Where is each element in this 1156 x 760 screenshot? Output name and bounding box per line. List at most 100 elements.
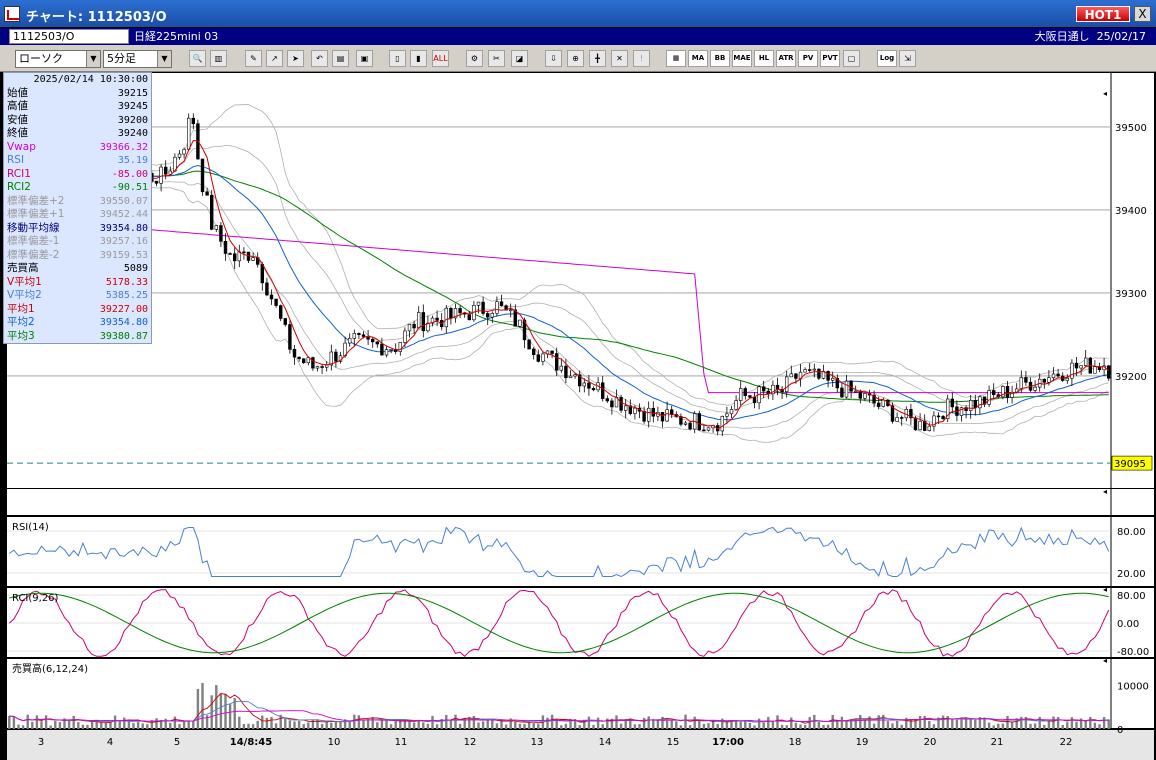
bb-button[interactable]: BB (710, 50, 730, 67)
volume-bar (109, 722, 112, 729)
time-tick-label: 14/8:45 (230, 737, 272, 748)
chart-minus-icon[interactable]: ✕ (611, 50, 628, 67)
all-icon[interactable]: ALL (432, 50, 449, 67)
volume-bar (362, 719, 365, 729)
candle-body (835, 377, 840, 389)
list-icon[interactable]: ▤ (332, 50, 349, 67)
download-icon[interactable]: ⇩ (545, 50, 562, 67)
pen-icon[interactable]: ✎ (245, 50, 262, 67)
info-row: 標準偏差+1 39452.44 (4, 208, 151, 222)
atr-button[interactable]: ATR (776, 50, 796, 67)
chart-plus-icon[interactable]: ╋ (589, 50, 606, 67)
search-chart-icon[interactable]: ⊕ (567, 50, 584, 67)
export-icon[interactable]: ⇲ (899, 50, 916, 67)
pv-button[interactable]: PV (798, 50, 818, 67)
candle-icon[interactable]: ▯ (389, 50, 406, 67)
volume-bar (1084, 721, 1087, 729)
undo-icon[interactable]: ↶ (311, 50, 328, 67)
volume-bar (1052, 716, 1055, 729)
pvt-button[interactable]: PVT (820, 50, 840, 67)
volume-bar (307, 722, 310, 729)
volume-bar (159, 719, 163, 729)
info-value: -85.00 (111, 168, 148, 180)
candle-body (1056, 373, 1060, 377)
volume-bar (35, 715, 39, 729)
chart-type-select[interactable]: ローソク ▼ (15, 50, 101, 68)
candle-body (191, 117, 195, 124)
chart-canvas[interactable]: 39500 39400 39300 39200 39095 80.00 20.00 RSI(1… (0, 72, 1156, 760)
zoom-icon[interactable]: 🔍 (189, 50, 206, 67)
candle-body (1107, 365, 1111, 379)
volume-bar (928, 721, 931, 729)
candle-body (1079, 365, 1083, 369)
cursor-icon[interactable]: ➤ (287, 50, 304, 67)
time-tick-label: 15 (667, 737, 680, 748)
volume-bar (472, 715, 476, 729)
volume-bar (863, 719, 867, 729)
info-row: 標準偏差-1 39257.16 (4, 235, 151, 249)
candle-body (840, 387, 844, 398)
volume-bar (909, 719, 913, 729)
volume-bar (422, 722, 425, 729)
split-icon[interactable]: ▥ (210, 50, 227, 67)
time-tick-label: 19 (856, 737, 869, 748)
candle-body (223, 240, 228, 254)
price-axis-background (1111, 489, 1154, 517)
candle-body (1093, 366, 1097, 374)
hl-button[interactable]: HL (754, 50, 774, 67)
volume-bar (987, 722, 991, 729)
volume-bar (905, 717, 908, 729)
candle-body (605, 398, 610, 402)
symbol-code-input[interactable]: 1112503/O (9, 29, 129, 44)
volume-bar (1029, 723, 1032, 729)
candle-body (1051, 373, 1056, 379)
settings-icon[interactable]: ⚙ (466, 50, 483, 67)
candle-body (858, 390, 863, 399)
window-title: チャート: 1112503/O (26, 10, 167, 25)
volume-bar (951, 719, 954, 729)
candle-bar-icon[interactable]: ▮ (410, 50, 427, 67)
volume-bar (882, 714, 885, 729)
candle-body (495, 301, 499, 314)
timeframe-select[interactable]: 5分足 ▼ (103, 50, 172, 68)
candle-body (734, 400, 738, 410)
candle-body (375, 341, 379, 345)
color-icon[interactable]: ◪ (511, 50, 528, 67)
volume-bar (730, 720, 733, 729)
indicator-icon[interactable]: ▦ (666, 50, 686, 67)
moving-average-1-line (9, 139, 1110, 430)
ma-button[interactable]: MA (688, 50, 708, 67)
tools-icon[interactable]: ✂ (488, 50, 505, 67)
candle-body (1042, 378, 1047, 383)
volume-bar (169, 722, 172, 729)
pane-background (7, 659, 1111, 729)
volume-bar (445, 714, 448, 729)
volume-bar (960, 719, 963, 729)
chart-area[interactable]: 39500 39400 39300 39200 39095 80.00 20.00 RSI(1… (0, 72, 1156, 760)
candle-body (260, 264, 264, 284)
alert-icon[interactable]: ! (633, 50, 650, 67)
hot-badge[interactable]: HOT1 (1076, 6, 1130, 22)
mae-button[interactable]: MAE (732, 50, 752, 67)
volume-bar (412, 722, 416, 729)
title-bar: チャート: 1112503/O HOT1 X (0, 0, 1156, 28)
volume-bar (514, 721, 517, 729)
info-row: RSI 35.19 (4, 154, 151, 168)
candle-body (702, 429, 706, 432)
log-button[interactable]: Log (877, 50, 897, 67)
candle-body (968, 400, 973, 411)
volume-bar (261, 715, 264, 729)
candle-body (881, 399, 886, 407)
candle-body (679, 416, 683, 425)
trash-icon[interactable]: ▣ (356, 50, 373, 67)
volume-bar (435, 724, 439, 729)
volume-bar (54, 720, 57, 729)
close-button[interactable]: X (1134, 6, 1151, 22)
candle-body (278, 305, 283, 319)
volume-bar (389, 724, 393, 729)
window-icon[interactable]: ▢ (843, 50, 860, 67)
info-label: 標準偏差+2 (7, 194, 65, 207)
volume-bar (256, 720, 259, 729)
draw-icon[interactable]: ↗ (266, 50, 283, 67)
info-value: 39215 (117, 87, 148, 99)
